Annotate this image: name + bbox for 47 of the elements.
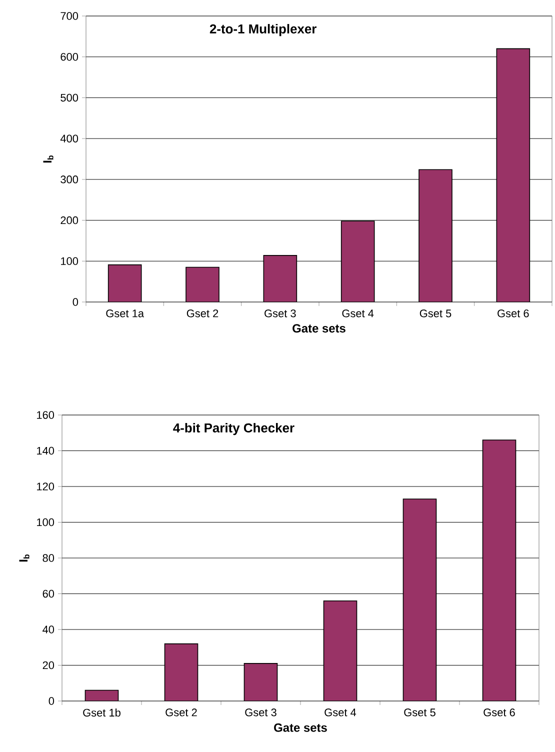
bar [496, 48, 530, 302]
x-axis-title: Gate sets [292, 324, 346, 333]
y-tick-label: 40 [42, 626, 54, 634]
x-tick-label: Gset 1b [83, 708, 120, 717]
bar [85, 690, 118, 701]
y-tick-label: 100 [37, 518, 54, 526]
x-tick-label: Gset 5 [404, 708, 436, 716]
bar [263, 255, 298, 302]
x-tick-label: Gset 4 [342, 310, 374, 318]
x-tick-label: Gset 1a [106, 310, 144, 318]
x-tick-label: Gset 5 [420, 310, 452, 318]
bar [418, 169, 452, 302]
bar [244, 663, 278, 701]
y-tick-label: 200 [60, 216, 78, 224]
bar [323, 600, 358, 701]
text: 2-to-1 Multiplexer [210, 24, 316, 36]
bar [340, 220, 375, 302]
x-tick-label: Gset 3 [264, 310, 296, 318]
x-tick-label: Gset 6 [498, 310, 529, 318]
bar [108, 264, 142, 302]
x-tick-label: Gset 2 [166, 708, 197, 716]
y-tick-label: 0 [72, 298, 78, 306]
y-tick-label: 60 [42, 590, 54, 598]
y-tick-label: 120 [37, 482, 54, 490]
y-tick-label: 160 [37, 411, 54, 419]
x-tick-label: Gset 4 [324, 708, 356, 716]
x-axis-title: Gate sets [274, 723, 327, 732]
x-tick-label: Gset 3 [245, 708, 276, 716]
bar [164, 643, 198, 701]
y-tick-label: 100 [61, 257, 78, 266]
y-tick-label: 0 [48, 697, 54, 705]
y-axis-title: I$_{b}$ [43, 155, 54, 163]
text: 4-bit Parity Checker [173, 423, 294, 436]
y-tick-label: 140 [37, 446, 54, 455]
bar [482, 440, 516, 701]
y-tick-label: 80 [42, 554, 54, 562]
y-tick-label: 400 [60, 134, 78, 142]
x-tick-label: Gset 2 [186, 310, 218, 318]
y-tick-label: 600 [60, 52, 78, 61]
y-tick-label: 500 [60, 94, 78, 102]
y-tick-label: 700 [60, 12, 78, 20]
bar [186, 266, 220, 302]
y-tick-label: 300 [60, 176, 78, 184]
y-axis-title: I$_{b}$ [19, 554, 30, 562]
x-tick-label: Gset 6 [484, 708, 515, 716]
bar [402, 498, 437, 701]
y-tick-label: 20 [42, 661, 54, 670]
